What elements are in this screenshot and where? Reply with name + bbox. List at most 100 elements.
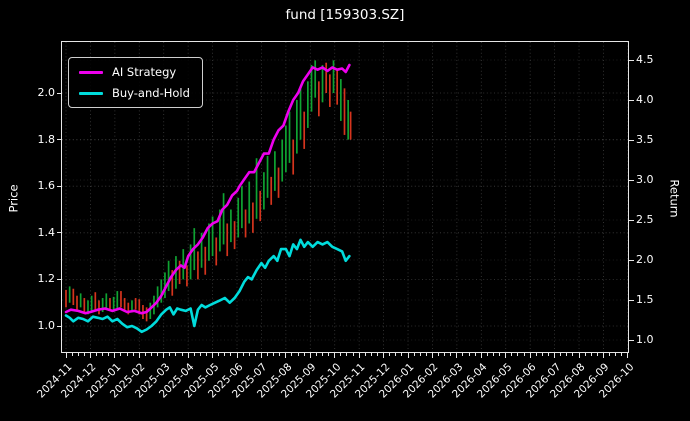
- x-minor-tick: [596, 353, 598, 356]
- right-tick-label: 2.5: [636, 213, 654, 226]
- x-minor-tick: [205, 353, 207, 356]
- x-tick: [505, 353, 507, 358]
- x-minor-tick: [566, 353, 568, 356]
- x-minor-tick: [547, 353, 549, 356]
- x-minor-tick: [242, 353, 244, 356]
- x-minor-tick: [493, 353, 495, 356]
- x-minor-tick: [157, 353, 159, 356]
- x-minor-tick: [279, 353, 281, 356]
- x-minor-tick: [230, 353, 232, 356]
- legend-label: AI Strategy: [112, 65, 177, 79]
- x-minor-tick: [126, 353, 128, 356]
- x-minor-tick: [96, 353, 98, 356]
- x-minor-tick: [303, 353, 305, 356]
- left-tick-label: 1.0: [37, 319, 56, 332]
- x-tick: [554, 353, 556, 358]
- chart-canvas: [62, 42, 628, 352]
- x-minor-tick: [273, 353, 275, 356]
- x-tick: [383, 353, 385, 358]
- x-minor-tick: [267, 353, 269, 356]
- x-minor-tick: [248, 353, 250, 356]
- x-tick: [578, 353, 580, 358]
- right-tick: [629, 59, 634, 61]
- x-minor-tick: [346, 353, 348, 356]
- x-tick: [602, 353, 604, 358]
- legend-item-buy-and-hold: Buy-and-Hold: [79, 86, 190, 100]
- x-tick: [627, 353, 629, 358]
- x-minor-tick: [572, 353, 574, 356]
- x-tick: [285, 353, 287, 358]
- right-tick: [629, 339, 634, 341]
- x-minor-tick: [71, 353, 73, 356]
- right-axis-title: Return: [667, 179, 682, 218]
- ai-strategy-line-swatch: [79, 70, 103, 74]
- legend-item-ai-strategy: AI Strategy: [79, 65, 190, 79]
- x-minor-tick: [169, 353, 171, 356]
- x-minor-tick: [370, 353, 372, 356]
- x-minor-tick: [517, 353, 519, 356]
- x-tick: [138, 353, 140, 358]
- left-tick-label: 1.6: [37, 179, 56, 193]
- x-minor-tick: [425, 353, 427, 356]
- x-minor-tick: [132, 353, 134, 356]
- left-tick-label: 1.2: [37, 272, 56, 286]
- right-tick: [629, 219, 634, 221]
- x-minor-tick: [224, 353, 226, 356]
- x-minor-tick: [151, 353, 152, 356]
- x-minor-tick: [590, 353, 592, 356]
- x-tick: [236, 353, 238, 358]
- left-tick-label: 2.0: [37, 86, 56, 99]
- x-minor-tick: [328, 353, 330, 356]
- x-tick: [529, 353, 531, 358]
- x-minor-tick: [376, 353, 378, 356]
- x-minor-tick: [291, 353, 293, 356]
- right-tick-label: 4.5: [636, 53, 654, 66]
- ai-strategy-line: [64, 63, 351, 315]
- x-minor-tick: [438, 353, 440, 356]
- x-minor-tick: [108, 353, 110, 356]
- x-minor-tick: [77, 353, 79, 356]
- left-tick-label: 1.8: [37, 132, 56, 146]
- x-tick: [89, 353, 91, 358]
- x-tick: [260, 353, 262, 358]
- x-minor-tick: [462, 353, 464, 356]
- x-tick: [309, 353, 311, 358]
- legend: AI Strategy Buy-and-Hold: [68, 57, 203, 108]
- right-tick-label: 3.0: [636, 173, 654, 186]
- x-tick: [334, 353, 336, 358]
- x-minor-tick: [511, 353, 513, 356]
- x-minor-tick: [315, 353, 317, 356]
- x-minor-tick: [322, 353, 323, 356]
- x-minor-tick: [560, 353, 562, 356]
- x-minor-tick: [199, 353, 201, 356]
- right-tick-label: 1.0: [636, 333, 654, 346]
- left-tick-label: 1.4: [37, 225, 56, 239]
- right-tick: [629, 259, 634, 261]
- x-minor-tick: [218, 353, 220, 356]
- left-tick: [57, 325, 62, 327]
- x-minor-tick: [193, 353, 195, 356]
- x-minor-tick: [621, 353, 623, 356]
- x-tick: [431, 353, 433, 358]
- buy-and-hold-line-swatch: [79, 91, 103, 95]
- x-minor-tick: [102, 353, 104, 356]
- x-minor-tick: [120, 353, 122, 356]
- right-tick-label: 3.5: [636, 133, 654, 146]
- x-minor-tick: [175, 353, 177, 356]
- x-minor-tick: [615, 353, 617, 356]
- x-tick: [407, 353, 409, 358]
- x-minor-tick: [584, 353, 586, 356]
- legend-label: Buy-and-Hold: [112, 86, 190, 100]
- x-minor-tick: [83, 353, 85, 356]
- left-tick: [57, 139, 62, 141]
- x-tick: [65, 353, 67, 358]
- left-tick: [57, 92, 62, 94]
- x-minor-tick: [474, 353, 476, 356]
- right-tick: [629, 179, 634, 181]
- x-minor-tick: [523, 353, 525, 356]
- x-tick: [358, 353, 360, 358]
- x-minor-tick: [541, 353, 543, 356]
- x-minor-tick: [535, 353, 537, 356]
- x-minor-tick: [444, 353, 446, 356]
